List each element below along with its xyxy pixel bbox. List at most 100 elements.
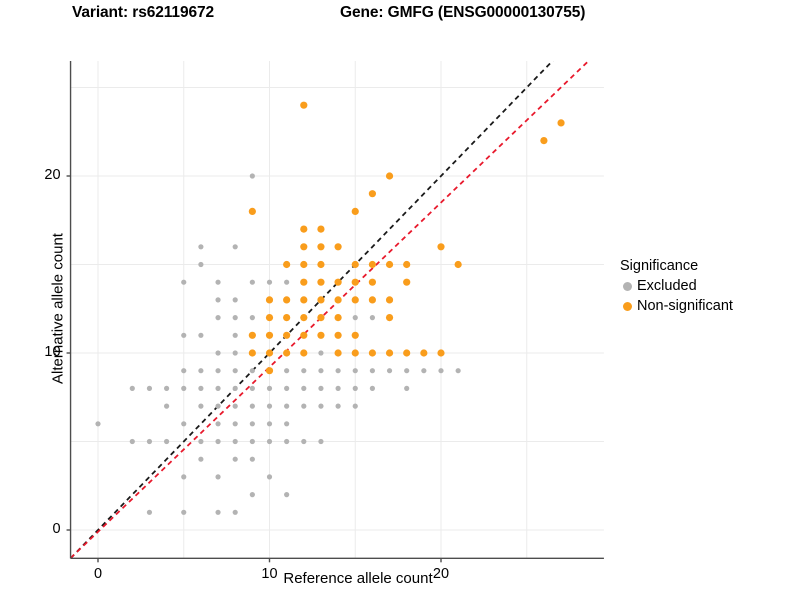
data-point <box>284 438 290 445</box>
data-point <box>368 278 376 286</box>
data-point <box>232 385 238 391</box>
data-point <box>232 421 238 427</box>
data-point <box>351 278 359 286</box>
axis-lines <box>66 60 604 563</box>
x-tick-label: 10 <box>261 566 278 583</box>
data-point <box>232 509 238 515</box>
data-point <box>318 438 324 445</box>
data-point <box>249 368 255 374</box>
y-axis-title: Alternative allele count <box>49 233 67 384</box>
data-point <box>334 314 342 322</box>
data-point <box>265 349 274 357</box>
data-point <box>249 279 255 285</box>
data-point <box>249 385 255 391</box>
y-tick-label: 20 <box>44 167 61 183</box>
data-point <box>404 368 410 374</box>
data-point <box>317 296 325 304</box>
data-point <box>232 244 238 250</box>
data-point <box>301 385 307 391</box>
data-point <box>249 173 255 179</box>
x-tick-label: 0 <box>93 566 103 583</box>
data-point <box>215 403 221 409</box>
data-point <box>335 403 341 409</box>
data-point <box>249 492 255 498</box>
data-point <box>284 368 290 374</box>
data-point <box>248 207 256 215</box>
data-point <box>215 474 221 480</box>
data-point <box>301 438 307 445</box>
gridlines <box>70 60 604 559</box>
data-point <box>334 278 342 286</box>
data-point <box>368 190 376 198</box>
data-point <box>368 260 376 269</box>
data-point <box>181 385 187 391</box>
data-point <box>198 368 204 374</box>
data-point <box>198 332 204 338</box>
data-point <box>284 403 290 409</box>
data-point <box>215 368 221 374</box>
data-point <box>301 368 307 374</box>
data-point <box>421 368 427 374</box>
data-point <box>265 367 274 375</box>
x-axis-title: Reference allele count <box>283 570 433 587</box>
data-point <box>404 385 410 391</box>
data-point <box>198 261 204 268</box>
data-point <box>403 260 411 269</box>
data-point <box>181 332 187 338</box>
gene-title: Gene: GMFG (ENSG00000130755) <box>340 4 586 21</box>
data-point <box>385 172 394 180</box>
data-point <box>129 385 135 391</box>
data-point <box>249 438 255 445</box>
data-point <box>386 368 393 374</box>
panel-background <box>70 60 604 559</box>
data-point <box>455 368 461 374</box>
legend-item-excluded[interactable]: Excluded <box>620 276 795 296</box>
identity-line <box>70 60 554 559</box>
legend-item-non-significant[interactable]: Non-significant <box>620 296 795 316</box>
data-point <box>232 368 238 374</box>
series-non-significant <box>248 101 565 375</box>
data-point <box>454 260 462 269</box>
data-point <box>403 278 411 286</box>
data-point <box>164 403 170 409</box>
data-point <box>129 438 135 445</box>
data-point <box>215 279 221 285</box>
data-point <box>351 296 359 304</box>
data-point <box>232 438 238 445</box>
data-point <box>300 296 308 304</box>
data-point <box>232 456 238 462</box>
data-point <box>318 385 324 391</box>
data-point <box>146 438 153 445</box>
data-point <box>352 315 358 321</box>
data-point <box>232 403 238 409</box>
data-point <box>317 243 325 251</box>
data-point <box>300 349 308 357</box>
data-point <box>283 314 291 322</box>
data-point <box>300 278 308 286</box>
data-point <box>181 368 187 374</box>
data-point <box>335 368 341 374</box>
data-point <box>317 278 325 286</box>
data-point <box>284 279 290 285</box>
data-point <box>385 296 394 304</box>
data-point <box>198 456 204 462</box>
data-point <box>181 474 187 480</box>
variant-title: Variant: rs62119672 <box>72 4 215 21</box>
data-point <box>334 331 342 339</box>
data-point <box>215 385 221 391</box>
data-point <box>266 403 273 409</box>
y-tick-label: 10 <box>44 344 61 360</box>
data-point <box>266 421 273 427</box>
data-point <box>318 350 324 356</box>
legend-item-label: Non-significant <box>637 298 733 314</box>
data-point <box>146 509 153 515</box>
data-point <box>385 260 394 269</box>
data-point <box>317 225 325 233</box>
data-point <box>352 385 358 391</box>
data-point <box>249 421 255 427</box>
data-point <box>181 509 187 515</box>
legend-items: Excluded Non-significant <box>620 276 795 316</box>
data-point <box>300 243 308 251</box>
legend-title: Significance <box>620 258 699 274</box>
data-point <box>300 331 308 339</box>
